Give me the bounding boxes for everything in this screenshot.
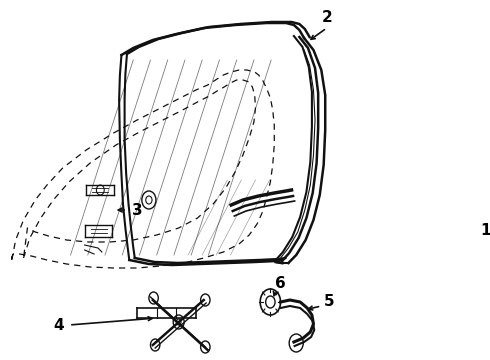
Text: 6: 6 (275, 275, 286, 291)
Text: 5: 5 (324, 294, 335, 310)
Text: 3: 3 (132, 202, 143, 217)
Text: 4: 4 (53, 318, 64, 333)
Text: 2: 2 (321, 9, 332, 24)
Text: 1: 1 (481, 222, 490, 238)
